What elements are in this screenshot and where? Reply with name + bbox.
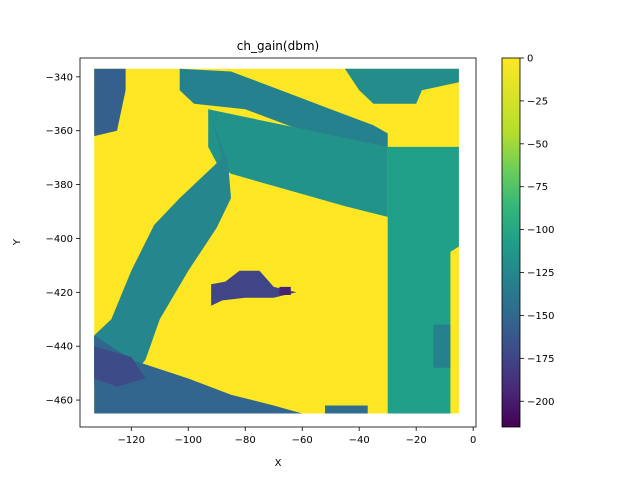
y-tick-label: −440 <box>46 342 73 353</box>
y-tick-label: −360 <box>46 126 73 137</box>
colorbar-tick-label: −175 <box>527 354 554 365</box>
y-tick-label: −420 <box>46 288 73 299</box>
colorbar-tick-label: −150 <box>527 311 554 322</box>
plot-frame <box>79 57 477 428</box>
colorbar-tick-label: −25 <box>527 96 548 107</box>
colorbar-tick-label: −75 <box>527 182 548 193</box>
x-axis-ticks: −120 −100 −80 −60 −40 −20 0 <box>118 427 476 446</box>
chart-title: ch_gain(dbm) <box>237 39 319 53</box>
heatmap-region-right-column-dark-strip <box>433 324 451 368</box>
x-tick-label: −40 <box>349 435 370 446</box>
heatmap-region-obstacle-interior <box>211 270 297 306</box>
x-tick-label: 0 <box>470 435 476 446</box>
colorbar-tick-label: −50 <box>527 139 548 150</box>
colorbar-tick-label: 0 <box>527 54 533 65</box>
y-tick-label: −460 <box>46 396 73 407</box>
heatmap-region-right-column <box>387 146 459 414</box>
heatmap-region-upper-left-corner-block <box>94 68 126 137</box>
colorbar-tick-label: −100 <box>527 225 554 236</box>
colorbar-ticks: 0 −25 −50 −75 −100 −125 −150 −175 −200 <box>520 54 554 408</box>
heatmap-region-top-corridor-right <box>344 68 459 104</box>
y-tick-label: −380 <box>46 180 73 191</box>
heatmap-region-obstacle-dark-edge <box>279 286 291 295</box>
y-axis-ticks: −340 −360 −380 −400 −420 −440 −460 <box>46 72 80 407</box>
y-tick-label: −340 <box>46 72 73 83</box>
x-tick-label: −120 <box>118 435 145 446</box>
x-tick-label: −80 <box>235 435 256 446</box>
x-tick-label: −20 <box>406 435 427 446</box>
colorbar-tick-label: −200 <box>527 397 554 408</box>
y-tick-label: −400 <box>46 234 73 245</box>
x-tick-label: −60 <box>292 435 313 446</box>
heatmap-region-bottom-left-band <box>94 335 303 414</box>
y-axis-label: Y <box>12 238 23 246</box>
colorbar-tick-label: −125 <box>527 268 554 279</box>
heatmap-regions <box>94 68 459 414</box>
heatmap-region-bottom-small-strip <box>325 405 368 414</box>
x-axis-label: X <box>275 458 282 469</box>
colorbar <box>501 57 521 428</box>
heatmap-region-diagonal-wall <box>208 109 388 217</box>
heatmap-region-diagonal-corridor <box>94 109 231 395</box>
x-tick-label: −100 <box>175 435 202 446</box>
heatmap-region-bottom-left-dark-blob <box>94 346 146 387</box>
